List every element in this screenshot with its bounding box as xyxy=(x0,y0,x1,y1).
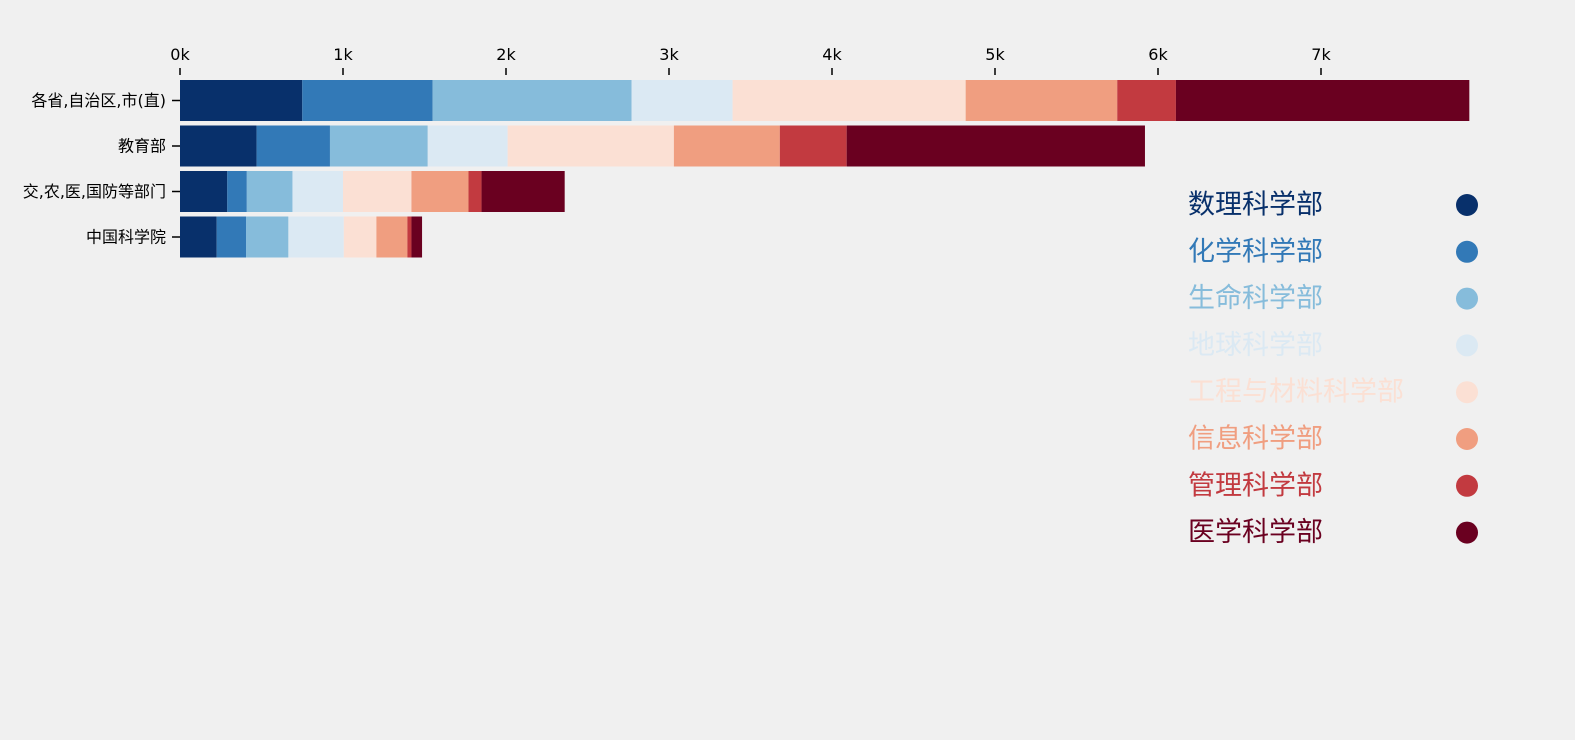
x-tick-label: 4k xyxy=(822,45,842,64)
bar-segment[interactable] xyxy=(468,171,482,212)
bar-segment[interactable] xyxy=(180,171,228,212)
bar-segment[interactable] xyxy=(216,216,247,258)
category-label: 交,农,医,国防等部门 xyxy=(23,182,166,201)
bar-segment[interactable] xyxy=(376,216,408,258)
x-axis: 0k 1k 2k 3k 4k 5k 6k 7k xyxy=(170,45,1331,75)
legend-label: 地球科学部 xyxy=(1188,330,1323,361)
bar-segment[interactable] xyxy=(411,171,469,212)
bar-segment[interactable] xyxy=(180,80,303,121)
bar-segment[interactable] xyxy=(407,216,412,258)
x-tick-label: 2k xyxy=(496,45,516,64)
legend-label: 数理科学部 xyxy=(1188,190,1323,221)
bar-segment[interactable] xyxy=(246,216,289,258)
bar-segment[interactable] xyxy=(180,216,217,258)
bar-segment[interactable] xyxy=(631,80,733,121)
bar-segment[interactable] xyxy=(227,171,247,212)
bar-segment[interactable] xyxy=(343,216,377,258)
x-tick-label: 0k xyxy=(170,45,190,64)
legend-swatch[interactable] xyxy=(1456,521,1478,544)
x-tick-label: 7k xyxy=(1311,45,1331,64)
legend-label: 化学科学部 xyxy=(1188,236,1323,267)
bars xyxy=(180,80,1470,258)
bar-segment[interactable] xyxy=(779,125,847,167)
legend-label: 工程与材料科学部 xyxy=(1188,377,1404,408)
legend-swatch[interactable] xyxy=(1456,194,1478,216)
x-tick-label: 6k xyxy=(1148,45,1168,64)
legend-label: 医学科学部 xyxy=(1188,517,1323,548)
bar-segment[interactable] xyxy=(481,171,565,212)
bar-segment[interactable] xyxy=(292,171,343,212)
category-label: 中国科学院 xyxy=(86,228,166,247)
bar-segment[interactable] xyxy=(846,125,1145,167)
legend-label: 信息科学部 xyxy=(1188,424,1323,455)
category-label: 各省,自治区,市(直) xyxy=(31,91,166,110)
legend-label: 管理科学部 xyxy=(1188,470,1323,501)
bar-segment[interactable] xyxy=(432,80,632,121)
legend-swatch[interactable] xyxy=(1456,381,1478,404)
legend: 数理科学部化学科学部生命科学部地球科学部工程与材料科学部信息科学部管理科学部医学… xyxy=(1188,190,1478,548)
bar-segment[interactable] xyxy=(507,125,674,167)
x-tick-label: 3k xyxy=(659,45,679,64)
bar-segment[interactable] xyxy=(288,216,344,258)
x-tick-label: 5k xyxy=(985,45,1005,64)
bar-segment[interactable] xyxy=(256,125,330,167)
bar-segment[interactable] xyxy=(1175,80,1470,121)
bar-segment[interactable] xyxy=(673,125,780,167)
bar-segment[interactable] xyxy=(1117,80,1176,121)
x-tick-label: 1k xyxy=(333,45,353,64)
bar-segment[interactable] xyxy=(732,80,966,121)
legend-swatch[interactable] xyxy=(1456,334,1478,357)
legend-swatch[interactable] xyxy=(1456,240,1478,263)
bar-segment[interactable] xyxy=(965,80,1118,121)
legend-swatch[interactable] xyxy=(1456,287,1478,310)
bar-segment[interactable] xyxy=(246,171,293,212)
legend-swatch[interactable] xyxy=(1456,428,1478,450)
bar-segment[interactable] xyxy=(180,125,257,167)
legend-label: 生命科学部 xyxy=(1188,283,1323,314)
bar-segment[interactable] xyxy=(329,125,428,167)
bar-segment[interactable] xyxy=(302,80,433,121)
legend-swatch[interactable] xyxy=(1456,474,1478,497)
category-label: 教育部 xyxy=(118,137,166,156)
bar-segment[interactable] xyxy=(343,171,412,212)
bar-segment[interactable] xyxy=(427,125,508,167)
bar-segment[interactable] xyxy=(411,216,423,258)
